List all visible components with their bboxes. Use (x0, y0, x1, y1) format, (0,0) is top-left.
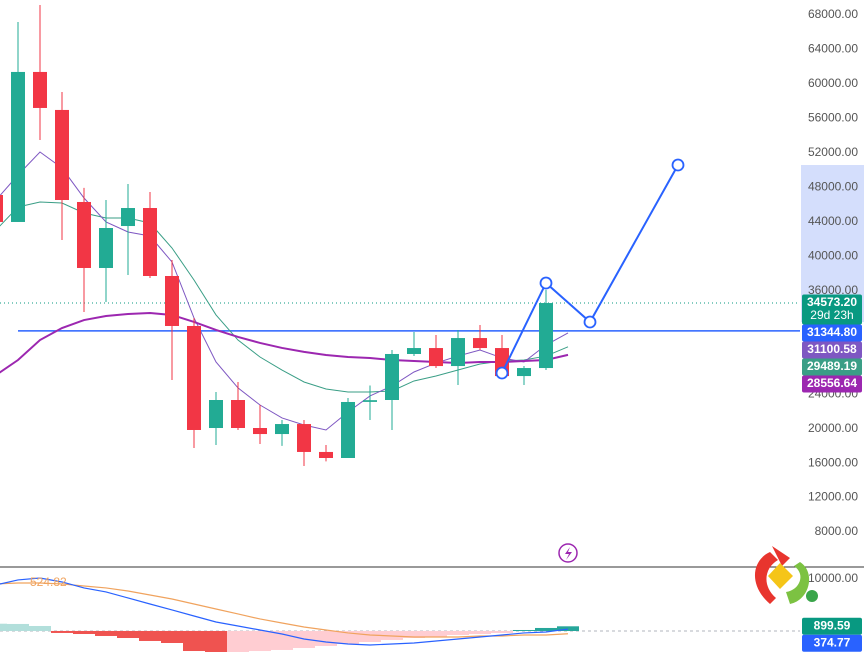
macd-histogram-bar (7, 623, 29, 631)
projection-point (539, 276, 553, 290)
macd-histogram-bar (403, 630, 425, 639)
candle-body (209, 400, 223, 429)
macd-histogram-bar (337, 630, 359, 644)
logo-red-top (772, 546, 790, 566)
moving-average (0, 201, 569, 393)
candle-body (517, 368, 531, 377)
candle-body (363, 400, 377, 402)
macd-histogram-bar (535, 627, 557, 631)
macd-histogram-bar (227, 630, 249, 652)
hline-label: 31344.80 (807, 325, 857, 339)
logo-green (786, 562, 810, 604)
macd-label: 374.77 (814, 635, 851, 649)
y-tick-label: 36000.00 (808, 283, 858, 297)
candle-body (0, 195, 3, 222)
candle-body (341, 401, 355, 458)
macd-line (0, 577, 569, 646)
candle-body (55, 109, 69, 201)
macd-histogram-bar (183, 630, 205, 652)
macd-histogram-bar (117, 630, 139, 639)
macd-histogram-bar (0, 623, 7, 631)
candle-body (319, 451, 333, 458)
logo-red (754, 552, 778, 604)
candle-body (385, 353, 399, 401)
candle-body (121, 208, 135, 227)
macd-label-box (802, 634, 862, 652)
macd-histogram-bar (315, 630, 337, 646)
last-price-label-countdown: 29d 23h (810, 308, 853, 322)
macd-histogram-bar (513, 629, 535, 631)
candle-body (99, 228, 113, 268)
candle-body (407, 348, 421, 354)
y-tick-label: 44000.00 (808, 214, 858, 228)
macd-histogram-bar (249, 630, 271, 652)
y-tick-label: 12000.00 (808, 490, 858, 504)
macd-histogram-bar (51, 630, 73, 633)
candle-body (539, 303, 553, 369)
candle-body (11, 71, 25, 222)
candle-body (231, 400, 245, 429)
y-tick-label: 56000.00 (808, 111, 858, 125)
y-tick-label: 40000.00 (808, 248, 858, 262)
y-tick-label: 68000.00 (808, 7, 858, 21)
ma-label: 29489.19 (807, 359, 857, 373)
y-tick-label: 64000.00 (808, 42, 858, 56)
projection-point (495, 366, 509, 380)
logo (754, 546, 818, 604)
candle-body (33, 71, 47, 108)
macd-signal-line (0, 582, 569, 638)
last-price-label-box (802, 294, 862, 325)
y-tick-label: 48000.00 (808, 180, 858, 194)
candle-body (165, 276, 179, 326)
macd-histogram-bar (205, 630, 227, 652)
candle-body (253, 428, 267, 435)
candle-body (297, 424, 311, 452)
macd-legend-value: -524.82 (26, 575, 67, 589)
macd-histogram-bar (161, 630, 183, 644)
candle-body (187, 325, 201, 430)
y-tick-label: 52000.00 (808, 145, 858, 159)
macd-histogram-bar (95, 630, 117, 636)
ma-label: 31100.58 (807, 342, 857, 356)
ma-label-box (802, 375, 862, 393)
macd-histogram-bar (139, 630, 161, 641)
y-tick-label: 8000.00 (815, 524, 859, 538)
candle-body (275, 424, 289, 435)
macd-tick-label: 10000.00 (808, 571, 858, 585)
candle-body (77, 201, 91, 268)
macd-histogram-bar (491, 630, 513, 633)
last-price-label: 34573.20 (807, 295, 857, 309)
moving-average (0, 311, 569, 374)
macd-histogram-bar (447, 630, 469, 635)
candle-body (451, 338, 465, 367)
ma-label: 28556.64 (807, 376, 857, 390)
logo-diamond (768, 563, 793, 589)
y-tick-label: 60000.00 (808, 76, 858, 90)
replay-icon[interactable] (558, 543, 578, 563)
macd-histogram-bar (359, 630, 381, 643)
y-tick-label: 20000.00 (808, 421, 858, 435)
projection-point (583, 315, 597, 329)
hline-label-box (802, 324, 862, 342)
macd-histogram-bar (557, 626, 579, 631)
y-tick-label: 16000.00 (808, 455, 858, 469)
macd-histogram-bar (29, 625, 51, 631)
macd-histogram-bar (425, 630, 447, 637)
ma-label-box (802, 358, 862, 376)
macd-histogram-bar (73, 630, 95, 635)
candle-body (473, 338, 487, 349)
icon-bolt[interactable] (565, 547, 572, 560)
histogram-label: 899.59 (814, 618, 851, 632)
histogram-label-box (802, 617, 862, 635)
candle-body (429, 348, 443, 367)
projection-point (671, 158, 685, 172)
macd-histogram-bar (469, 630, 491, 635)
projection-path (501, 164, 679, 374)
moving-average (0, 151, 569, 431)
logo-dot (806, 590, 818, 602)
candle-body (143, 208, 157, 277)
ma-label-box (802, 341, 862, 359)
